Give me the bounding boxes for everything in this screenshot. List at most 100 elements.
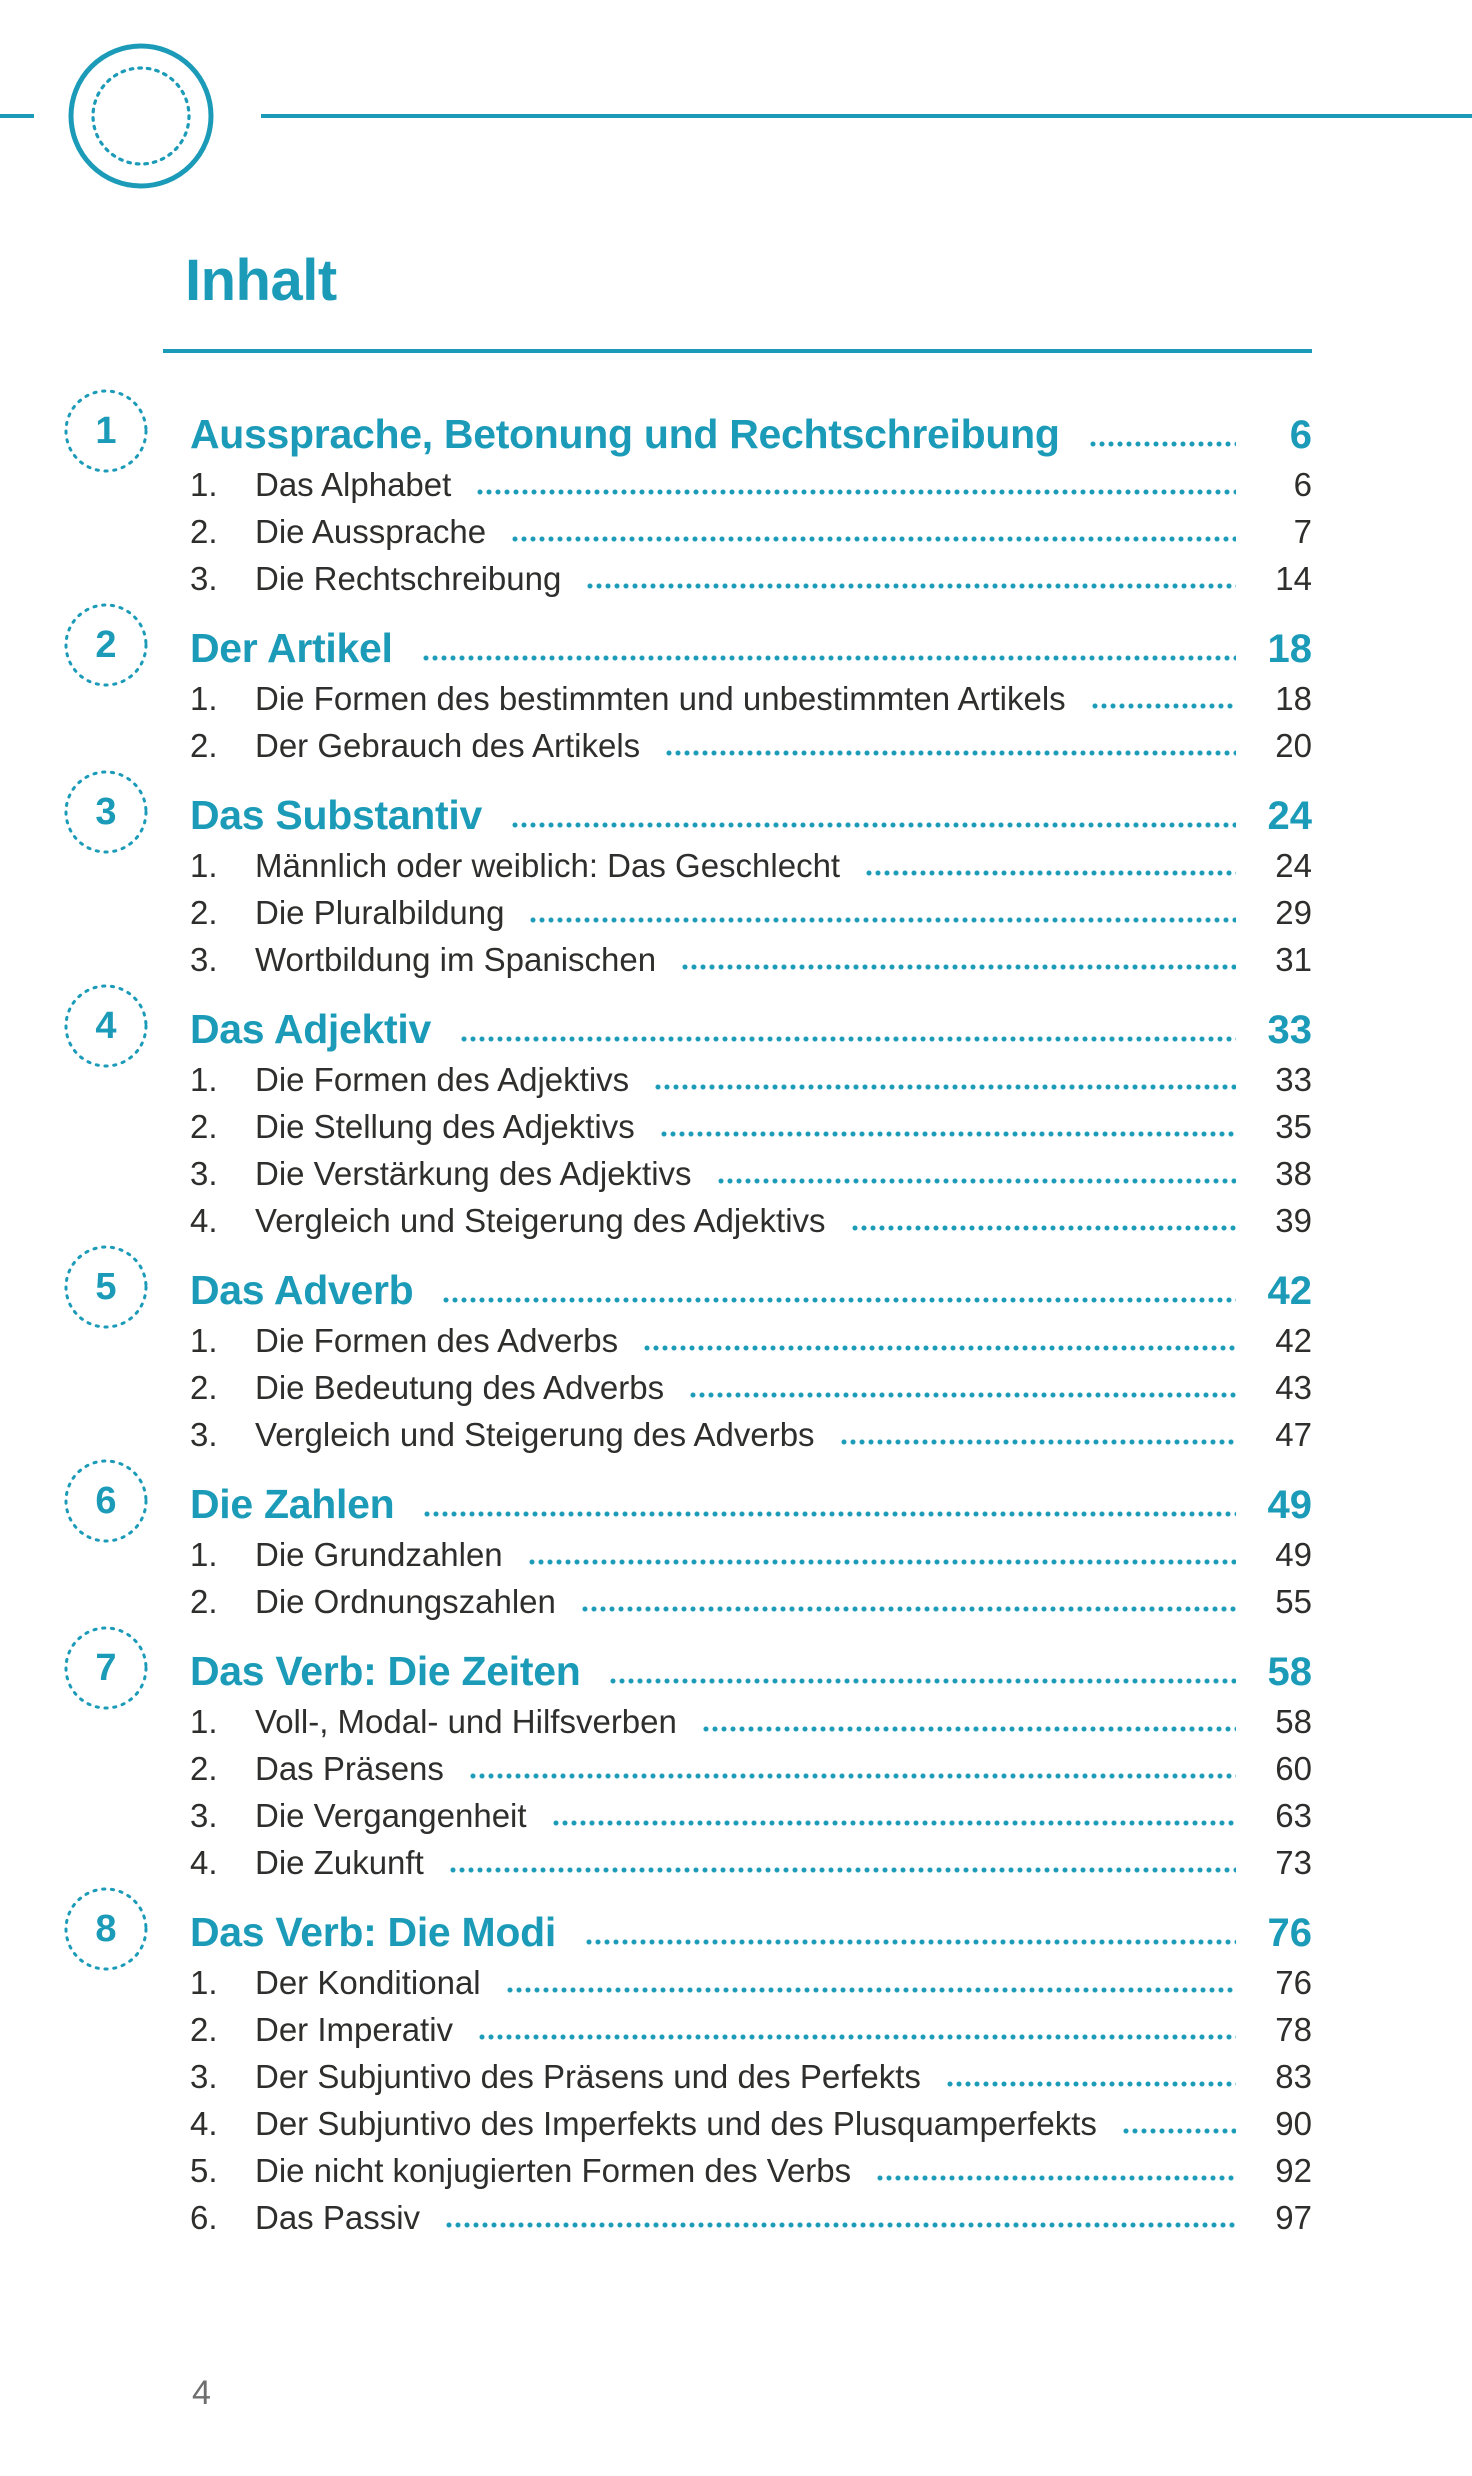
section-page-number: 76: [1267, 1911, 1313, 1955]
dot-leader: [506, 1987, 1236, 1993]
entry-page-number: 6: [1293, 465, 1312, 503]
section-number-badge: 7: [63, 1625, 149, 1711]
entry-number: 3.: [190, 1796, 218, 1834]
entry-number: 3.: [190, 1415, 218, 1453]
section-title: Die Zahlen: [190, 1480, 395, 1527]
entry-page-number: 49: [1275, 1535, 1312, 1573]
entry-number: 1.: [190, 1535, 218, 1573]
entry-page-number: 55: [1275, 1582, 1312, 1620]
section-entries: 1. Männlich oder weiblich: Das Geschlech…: [190, 837, 1312, 978]
section-title: Das Verb: Die Modi: [190, 1908, 556, 1955]
entry-label: Wortbildung im Spanischen: [255, 940, 657, 978]
entry-number: 2.: [190, 1107, 218, 1145]
toc-entry-row: 4. Vergleich und Steigerung des Adjektiv…: [190, 1192, 1312, 1239]
entry-label: Männlich oder weiblich: Das Geschlecht: [255, 846, 841, 884]
entry-page-number: 90: [1275, 2104, 1312, 2142]
entry-label: Die Grundzahlen: [255, 1535, 503, 1573]
toc-entry-row: 1. Männlich oder weiblich: Das Geschlech…: [190, 837, 1312, 884]
header-rule-right: [261, 114, 1472, 118]
dot-leader: [1091, 703, 1236, 709]
dot-leader: [866, 870, 1236, 876]
entry-label: Der Gebrauch des Artikels: [255, 726, 641, 764]
section-number-badge: 6: [63, 1458, 149, 1544]
section-number: 1: [95, 410, 117, 452]
entry-label: Die Bedeutung des Adverbs: [255, 1368, 665, 1406]
section-number: 4: [95, 1005, 117, 1047]
entry-number: 4.: [190, 1843, 218, 1881]
dot-leader: [660, 1131, 1236, 1137]
dot-leader: [610, 1678, 1236, 1684]
entry-page-number: 39: [1275, 1201, 1312, 1239]
section-title: Das Adjektiv: [190, 1005, 431, 1052]
section-heading-row: 3 Das Substantiv 24: [64, 770, 1312, 854]
toc-entry-row: 3. Die Vergangenheit 63: [190, 1787, 1312, 1834]
toc-list: 1 Aussprache, Betonung und Rechtschreibu…: [64, 389, 1313, 2257]
entry-number: 1.: [190, 1060, 218, 1098]
entry-number: 2.: [190, 893, 218, 931]
dot-leader: [851, 1225, 1236, 1231]
toc-entry-row: 2. Die Bedeutung des Adverbs 43: [190, 1359, 1312, 1406]
entry-label: Das Passiv: [255, 2198, 421, 2236]
toc-entry-row: 3. Die Verstärkung des Adjektivs 38: [190, 1145, 1312, 1192]
section-number-badge: 2: [63, 602, 149, 688]
dot-leader: [422, 655, 1236, 661]
toc-entry-row: 2. Der Imperativ 78: [190, 2001, 1312, 2048]
logo-circle-icon: [68, 43, 214, 189]
entry-page-number: 14: [1275, 559, 1312, 597]
section-heading-row: 1 Aussprache, Betonung und Rechtschreibu…: [64, 389, 1312, 473]
section-page-number: 49: [1267, 1483, 1313, 1527]
section-number: 6: [95, 1480, 117, 1522]
entry-page-number: 58: [1275, 1702, 1312, 1740]
entry-page-number: 92: [1275, 2151, 1312, 2189]
section-number: 8: [95, 1908, 117, 1950]
entry-label: Vergleich und Steigerung des Adverbs: [255, 1415, 815, 1453]
entry-page-number: 60: [1275, 1749, 1312, 1787]
toc-entry-row: 2. Die Stellung des Adjektivs 35: [190, 1098, 1312, 1145]
entry-number: 3.: [190, 940, 218, 978]
section-number-badge: 3: [63, 769, 149, 855]
title-rule: [163, 349, 1312, 353]
dot-leader: [512, 822, 1236, 828]
section-title: Aussprache, Betonung und Rechtschreibung: [190, 410, 1060, 457]
dot-leader: [469, 1773, 1236, 1779]
section-entries: 1. Die Formen des bestimmten und unbesti…: [190, 670, 1312, 764]
toc-section: 2 Der Artikel 18 1. Die Formen des besti…: [64, 603, 1312, 764]
entry-number: 2.: [190, 1368, 218, 1406]
toc-entry-row: 6. Das Passiv 97: [190, 2189, 1312, 2236]
entry-number: 1.: [190, 465, 218, 503]
entry-page-number: 18: [1275, 679, 1312, 717]
toc-entry-row: 2. Das Präsens 60: [190, 1740, 1312, 1787]
toc-entry-row: 5. Die nicht konjugierten Formen des Ver…: [190, 2142, 1312, 2189]
entry-page-number: 42: [1275, 1321, 1312, 1359]
toc-entry-row: 2. Die Aussprache 7: [190, 503, 1312, 550]
entry-label: Das Präsens: [255, 1749, 444, 1787]
page-title: Inhalt: [185, 248, 337, 313]
dotted-circle-icon: [64, 603, 148, 687]
entry-label: Die Ordnungszahlen: [255, 1582, 556, 1620]
dotted-circle-icon: [64, 984, 148, 1068]
dot-leader: [1122, 2128, 1236, 2134]
toc-section: 1 Aussprache, Betonung und Rechtschreibu…: [64, 389, 1312, 597]
section-heading-row: 6 Die Zahlen 49: [64, 1459, 1313, 1543]
section-entries: 1. Das Alphabet 6 2. Die Aussprache 7 3.…: [190, 456, 1312, 597]
entry-number: 6.: [190, 2198, 218, 2236]
dotted-circle-icon: [64, 1626, 148, 1710]
section-entries: 1. Die Formen des Adverbs 42 2. Die Bede…: [190, 1312, 1312, 1453]
dot-leader: [644, 1345, 1236, 1351]
toc-section: 3 Das Substantiv 24 1. Männlich oder wei…: [64, 770, 1312, 978]
section-page-number: 58: [1267, 1650, 1313, 1694]
entry-label: Die Pluralbildung: [255, 893, 505, 931]
dot-leader: [1089, 441, 1236, 447]
section-heading-row: 2 Der Artikel 18: [64, 603, 1312, 687]
entry-number: 3.: [190, 559, 218, 597]
entry-number: 2.: [190, 1749, 218, 1787]
entry-label: Die Verstärkung des Adjektivs: [255, 1154, 692, 1192]
dot-leader: [585, 1939, 1236, 1945]
entry-number: 5.: [190, 2151, 218, 2189]
entry-number: 1.: [190, 1702, 218, 1740]
section-number-badge: 4: [63, 983, 149, 1069]
entry-page-number: 73: [1275, 1843, 1312, 1881]
dotted-circle-icon: [64, 770, 148, 854]
entry-label: Voll-, Modal- und Hilfsverben: [255, 1702, 677, 1740]
toc-section: 4 Das Adjektiv 33 1. Die Formen des Adje…: [64, 984, 1312, 1239]
